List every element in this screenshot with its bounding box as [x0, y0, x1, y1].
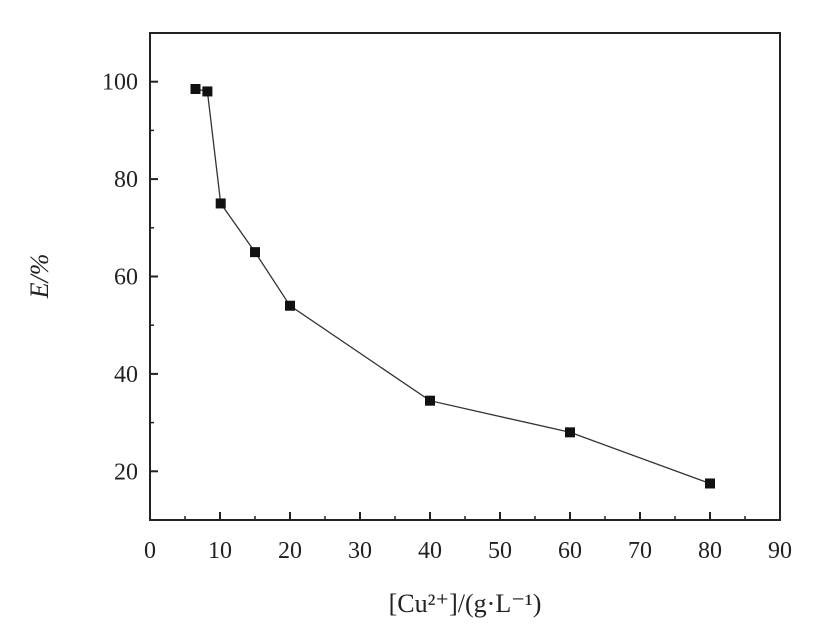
series-points [190, 84, 715, 489]
y-axis-title: E/% [25, 254, 54, 300]
y-axis-ticks: 20 40 60 80 100 [102, 70, 158, 485]
data-point [425, 395, 435, 406]
y-tick-label: 40 [114, 362, 138, 388]
x-tick-label: 20 [278, 538, 302, 564]
x-tick-label: 60 [558, 538, 582, 564]
data-point [285, 300, 295, 311]
data-point [705, 478, 715, 489]
x-tick-label: 90 [768, 538, 792, 564]
x-tick-label: 70 [628, 538, 652, 564]
x-tick-label: 10 [208, 538, 232, 564]
y-tick-label: 80 [114, 167, 138, 193]
data-point [190, 84, 201, 95]
y-tick-label: 100 [102, 70, 138, 96]
data-point [215, 198, 226, 209]
data-point [565, 427, 575, 438]
data-point [202, 86, 213, 97]
x-tick-label: 80 [698, 538, 722, 564]
data-point [250, 247, 260, 258]
x-axis-title: [Cu²⁺]/(g·L⁻¹) [389, 589, 542, 618]
x-tick-label: 0 [144, 538, 156, 564]
x-tick-label: 40 [418, 538, 442, 564]
series-line [195, 88, 711, 485]
y-tick-label: 60 [114, 265, 138, 291]
plot-frame [149, 32, 781, 521]
x-tick-label: 30 [348, 538, 372, 564]
x-axis-ticks: 0 10 20 30 40 50 60 70 80 90 [144, 512, 792, 564]
y-tick-label: 20 [114, 459, 138, 485]
x-tick-label: 50 [488, 538, 512, 564]
